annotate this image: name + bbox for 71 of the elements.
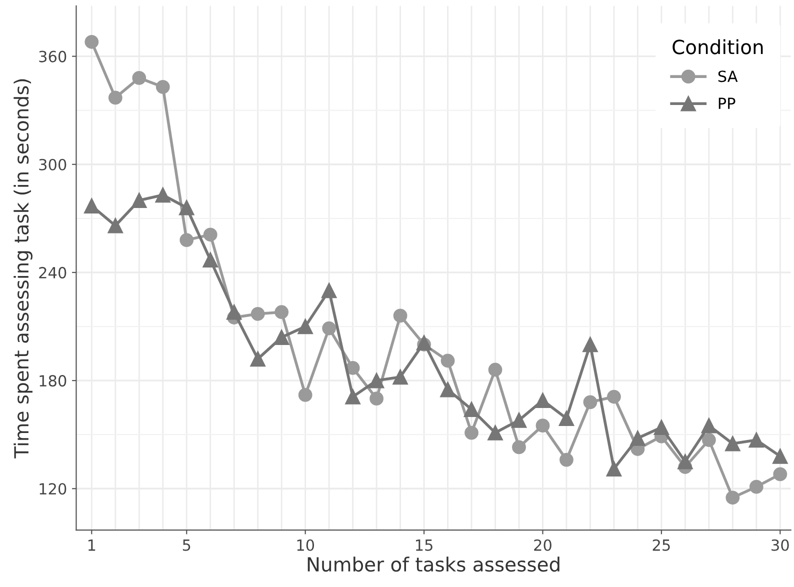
point: [582, 336, 598, 352]
point: [511, 412, 527, 428]
point: [132, 192, 147, 208]
point: [725, 436, 740, 452]
point: [558, 410, 574, 426]
point: [440, 354, 455, 368]
x-tick-label: 15: [416, 540, 432, 551]
point: [226, 304, 242, 320]
point: [464, 402, 480, 418]
y-axis-title: Time spent assessing task (in seconds): [14, 79, 32, 458]
x-tick-label: 30: [772, 539, 789, 551]
x-tick-label: 10: [297, 539, 314, 551]
x-tick-label: 5: [182, 540, 190, 551]
legend-label: PP: [718, 98, 736, 109]
legend-title: Condition: [672, 39, 763, 54]
legend-label: SA: [718, 70, 738, 82]
point: [178, 200, 194, 216]
point: [702, 433, 716, 447]
point: [298, 318, 313, 334]
point: [464, 426, 478, 440]
point: [108, 218, 124, 234]
point: [748, 432, 764, 448]
point: [84, 198, 100, 214]
point: [606, 461, 622, 476]
y-tick-label: 360: [39, 50, 66, 62]
point: [274, 330, 290, 345]
point: [203, 228, 218, 242]
point: [108, 90, 122, 105]
y-tick-label: 240: [39, 266, 66, 278]
point: [535, 392, 550, 408]
point: [346, 360, 360, 375]
point: [440, 382, 456, 398]
point: [250, 351, 266, 367]
point: [132, 70, 146, 85]
point: [155, 187, 171, 203]
point: [370, 392, 384, 406]
point: [322, 321, 336, 336]
point: [298, 388, 312, 402]
x-tick-label: 20: [534, 539, 552, 551]
point: [536, 418, 550, 433]
point: [321, 282, 337, 298]
point: [772, 448, 788, 464]
point: [393, 308, 408, 323]
point: [202, 252, 218, 268]
y-tick-label: 300: [39, 158, 66, 170]
point: [345, 389, 360, 404]
x-tick-label: 1: [88, 540, 96, 551]
point: [250, 306, 265, 321]
point: [488, 362, 502, 377]
point: [654, 420, 670, 436]
point: [84, 34, 99, 49]
y-tick-label: 180: [40, 375, 66, 387]
point: [749, 480, 764, 494]
y-tick-label: 120: [40, 483, 66, 495]
point: [583, 395, 598, 410]
point: [678, 454, 693, 470]
x-axis-title: Number of tasks assessed: [308, 556, 560, 572]
point: [701, 418, 717, 434]
point: [274, 305, 289, 320]
point: [156, 80, 170, 94]
point: [180, 233, 194, 247]
point: [607, 390, 621, 404]
point: [512, 440, 526, 454]
point: [392, 369, 408, 385]
point: [630, 430, 646, 446]
point: [488, 425, 503, 440]
x-tick-label: 25: [652, 539, 670, 551]
point: [726, 490, 740, 505]
point: [773, 467, 788, 482]
point: [368, 372, 384, 388]
point: [560, 452, 574, 467]
